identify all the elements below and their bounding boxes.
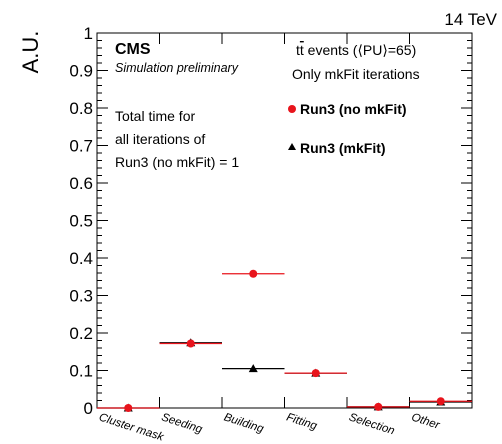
note-line-1: Total time for	[115, 108, 195, 124]
note-line-2: all iterations of	[115, 131, 205, 147]
point-marker	[249, 269, 258, 278]
y-tick-label: 0.4	[69, 249, 93, 268]
y-tick-label: 0.2	[69, 324, 93, 343]
y-tick-label: 0.6	[69, 174, 93, 193]
legend: Run3 (no mkFit) Run3 (mkFit)	[288, 101, 407, 156]
point-marker	[436, 397, 445, 406]
y-tick-label: 0.1	[69, 362, 93, 381]
events-prefix: t	[296, 42, 300, 58]
y-tick-label: 0	[84, 399, 93, 418]
point-marker	[186, 339, 195, 348]
plot-frame	[96, 32, 473, 409]
point-marker	[248, 364, 258, 373]
y-axis-label: A.U.	[18, 31, 43, 74]
point-marker	[124, 404, 133, 412]
data-marks	[97, 269, 472, 412]
y-tick-label: 0.7	[69, 137, 93, 156]
simulation-label: Simulation preliminary	[115, 61, 239, 75]
energy-label: 14 TeV	[444, 10, 497, 29]
events-bar-t: t	[300, 42, 304, 58]
legend-marker-mkfit	[288, 143, 296, 150]
x-tick-label: Other	[410, 411, 442, 432]
y-tick-label: 0.5	[69, 212, 93, 231]
y-tick-label: 1	[84, 24, 93, 43]
y-axis: 0 0.1 0.2 0.3 0.4 0.5 0.6 0.7 0.8 0.9 1	[69, 24, 472, 418]
point-marker	[311, 369, 320, 378]
y-tick-label: 0.9	[69, 62, 93, 81]
legend-label-no-mkfit: Run3 (no mkFit)	[300, 101, 407, 117]
x-tick-label: Selection	[347, 411, 396, 437]
x-tick-label: Seeding	[160, 411, 204, 436]
cms-label: CMS	[115, 41, 151, 58]
x-tick-label: Fitting	[285, 411, 319, 432]
only-mkfit-label: Only mkFit iterations	[292, 66, 420, 82]
note-line-3: Run3 (no mkFit) = 1	[115, 154, 239, 170]
y-tick-label: 0.3	[69, 287, 93, 306]
point-marker	[374, 402, 383, 411]
x-tick-label: Building	[222, 411, 265, 435]
events-suffix: events (⟨PU⟩=65)	[304, 42, 416, 58]
events-label: tt events (⟨PU⟩=65)	[296, 42, 416, 58]
legend-marker-no-mkfit	[288, 105, 296, 113]
x-tick-label: Cluster mask	[97, 411, 166, 444]
legend-label-mkfit: Run3 (mkFit)	[300, 140, 386, 156]
y-tick-label: 0.8	[69, 99, 93, 118]
